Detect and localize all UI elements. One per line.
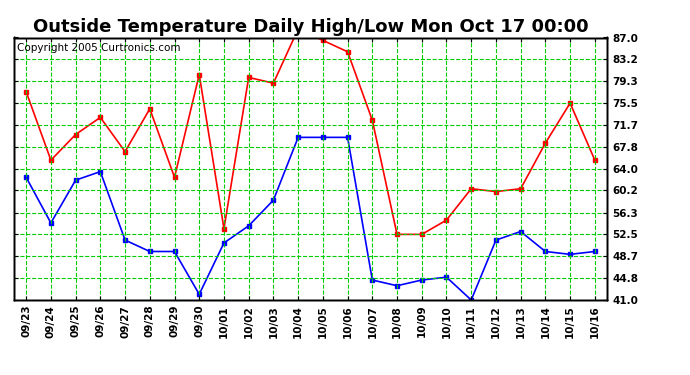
Title: Outside Temperature Daily High/Low Mon Oct 17 00:00: Outside Temperature Daily High/Low Mon O… — [32, 18, 589, 36]
Text: Copyright 2005 Curtronics.com: Copyright 2005 Curtronics.com — [17, 43, 180, 53]
